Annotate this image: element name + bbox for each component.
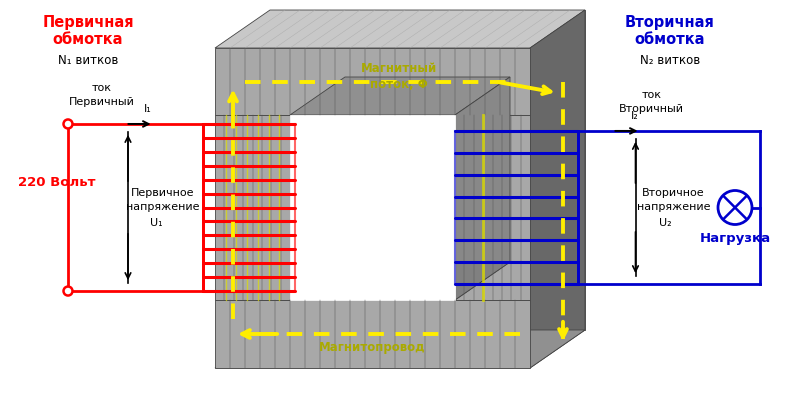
Text: Магнитопровод: Магнитопровод (319, 342, 426, 354)
Text: обмотка: обмотка (634, 32, 706, 48)
Text: напряжение: напряжение (126, 202, 200, 212)
Text: N₁ витков: N₁ витков (58, 54, 118, 66)
Text: I₂: I₂ (630, 111, 638, 121)
Text: поток, Φ: поток, Φ (370, 78, 428, 91)
Text: Первичная: Первичная (42, 14, 134, 30)
Circle shape (63, 286, 73, 296)
Text: N₂ витков: N₂ витков (640, 54, 700, 66)
Polygon shape (290, 262, 510, 300)
Polygon shape (215, 115, 290, 300)
Polygon shape (215, 330, 585, 368)
Text: Магнитный: Магнитный (361, 62, 438, 75)
Text: U₂: U₂ (659, 218, 672, 228)
Circle shape (718, 190, 752, 224)
Polygon shape (290, 115, 455, 300)
Circle shape (63, 120, 73, 128)
Polygon shape (530, 10, 585, 368)
Polygon shape (215, 48, 530, 115)
Polygon shape (345, 77, 510, 262)
Text: Вторичный: Вторичный (619, 104, 684, 114)
Text: Нагрузка: Нагрузка (699, 232, 770, 245)
Polygon shape (455, 77, 510, 300)
Text: U₁: U₁ (150, 218, 162, 228)
Text: ток: ток (642, 90, 662, 100)
Polygon shape (270, 10, 585, 330)
Polygon shape (215, 10, 585, 48)
Polygon shape (455, 115, 530, 300)
Text: напряжение: напряжение (637, 202, 710, 212)
Text: I₁: I₁ (144, 104, 151, 114)
Text: Первичный: Первичный (69, 97, 134, 107)
Text: ток: ток (92, 83, 112, 93)
Text: Вторичное: Вторичное (642, 188, 705, 198)
Text: 220 Вольт: 220 Вольт (18, 176, 95, 189)
Polygon shape (215, 300, 530, 368)
Text: обмотка: обмотка (53, 32, 123, 48)
Polygon shape (290, 77, 510, 115)
Text: Первичное: Первичное (131, 188, 194, 198)
Text: Вторичная: Вторичная (625, 14, 715, 30)
